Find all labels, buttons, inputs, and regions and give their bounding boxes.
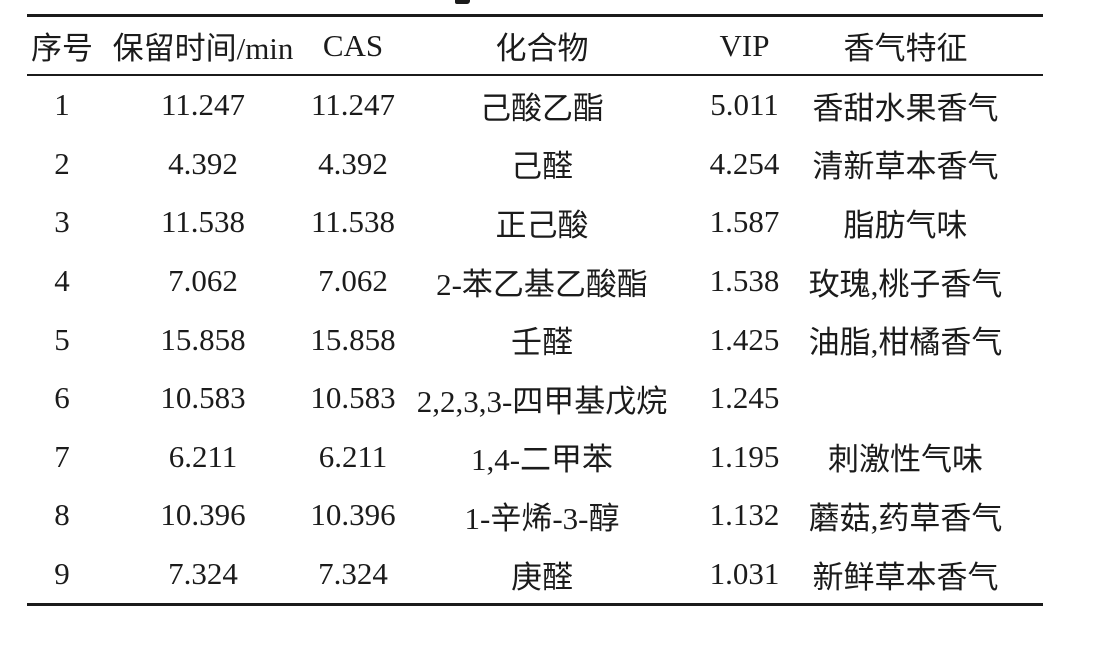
cell-index: 8 [54, 497, 70, 533]
cell-vip: 1.132 [709, 497, 780, 533]
table-row: 1 11.247 11.247 己酸乙酯 5.011 香甜水果香气 [27, 75, 1043, 135]
cell-cas: 7.324 [318, 556, 388, 592]
cell-compound: 1-辛烯-3-醇 [464, 500, 620, 536]
cell-compound: 2-苯乙基乙酸酯 [436, 266, 648, 302]
cell-compound: 己酸乙酯 [480, 90, 604, 126]
cell-cas: 15.858 [310, 321, 396, 357]
column-header-index: 序号 [27, 15, 97, 76]
cell-cas: 11.247 [310, 87, 396, 123]
table-row: 9 7.324 7.324 庚醛 1.031 新鲜草本香气 [27, 545, 1043, 605]
cell-compound: 己醛 [511, 149, 573, 185]
cell-retention-time: 11.247 [160, 87, 246, 123]
cell-compound: 2,2,3,3-四甲基戊烷 [416, 383, 668, 419]
table-row: 4 7.062 7.062 2-苯乙基乙酸酯 1.538 玫瑰,桃子香气 [27, 252, 1043, 311]
cell-aroma [802, 369, 1043, 428]
cell-compound: 庚醛 [511, 559, 573, 595]
cell-index: 7 [54, 438, 70, 474]
cell-aroma: 清新草本香气 [812, 149, 999, 185]
cell-aroma: 蘑菇,药草香气 [808, 500, 1003, 536]
table-row: 8 10.396 10.396 1-辛烯-3-醇 1.132 蘑菇,药草香气 [27, 486, 1043, 545]
cell-cas: 4.392 [318, 145, 388, 181]
cell-retention-time: 6.211 [168, 438, 238, 474]
cell-compound: 壬醛 [511, 325, 573, 361]
cell-retention-time: 4.392 [168, 145, 238, 181]
aroma-compound-table: 序号 保留时间/min CAS 化合物 VIP 香气特征 1 11.247 11… [27, 14, 1043, 607]
table-header-row: 序号 保留时间/min CAS 化合物 VIP 香气特征 [27, 15, 1043, 76]
cell-index: 2 [54, 145, 70, 181]
cell-cas: 6.211 [318, 438, 388, 474]
cell-cas: 10.583 [310, 380, 396, 416]
cell-cas: 11.538 [310, 204, 396, 240]
cell-aroma: 新鲜草本香气 [812, 559, 999, 595]
cell-index: 3 [54, 204, 70, 240]
cropped-title-fragment [455, 0, 470, 4]
column-header-aroma: 香气特征 [802, 15, 1043, 76]
cell-index: 6 [54, 380, 70, 416]
cell-index: 9 [54, 556, 70, 592]
table-row: 7 6.211 6.211 1,4-二甲苯 1.195 刺激性气味 [27, 428, 1043, 487]
cell-cas: 7.062 [318, 263, 388, 299]
cell-vip: 1.538 [709, 263, 780, 299]
cell-aroma: 脂肪气味 [843, 207, 968, 243]
table-row: 6 10.583 10.583 2,2,3,3-四甲基戊烷 1.245 [27, 369, 1043, 428]
cell-retention-time: 15.858 [160, 321, 246, 357]
cell-retention-time: 7.062 [168, 263, 238, 299]
cell-vip: 1.195 [709, 438, 780, 474]
table-row: 2 4.392 4.392 己醛 4.254 清新草本香气 [27, 135, 1043, 194]
cell-vip: 5.011 [710, 87, 779, 123]
cell-compound: 1,4-二甲苯 [470, 442, 614, 478]
table-row: 5 15.858 15.858 壬醛 1.425 油脂,柑橘香气 [27, 310, 1043, 369]
column-header-vip: VIP [687, 15, 802, 76]
cell-vip: 1.031 [709, 556, 780, 592]
cell-cas: 10.396 [310, 497, 396, 533]
cell-vip: 4.254 [709, 145, 780, 181]
cell-vip: 1.245 [709, 380, 780, 416]
cell-index: 4 [54, 263, 70, 299]
cell-retention-time: 7.324 [168, 556, 238, 592]
cell-index: 1 [54, 87, 70, 123]
column-header-cas: CAS [309, 15, 397, 76]
cell-vip: 1.587 [709, 204, 780, 240]
cell-vip: 1.425 [709, 321, 780, 357]
cell-retention-time: 10.583 [160, 380, 246, 416]
cell-aroma: 香甜水果香气 [812, 90, 999, 126]
cell-retention-time: 10.396 [160, 497, 246, 533]
column-header-retention-time: 保留时间/min [97, 15, 309, 76]
cell-aroma: 油脂,柑橘香气 [808, 325, 1003, 361]
cell-retention-time: 11.538 [160, 204, 246, 240]
table-row: 3 11.538 11.538 正己酸 1.587 脂肪气味 [27, 193, 1043, 252]
column-header-compound: 化合物 [397, 15, 687, 76]
cell-index: 5 [54, 321, 70, 357]
cell-aroma: 玫瑰,桃子香气 [808, 266, 1003, 302]
cell-compound: 正己酸 [495, 207, 589, 243]
cell-aroma: 刺激性气味 [828, 442, 983, 478]
